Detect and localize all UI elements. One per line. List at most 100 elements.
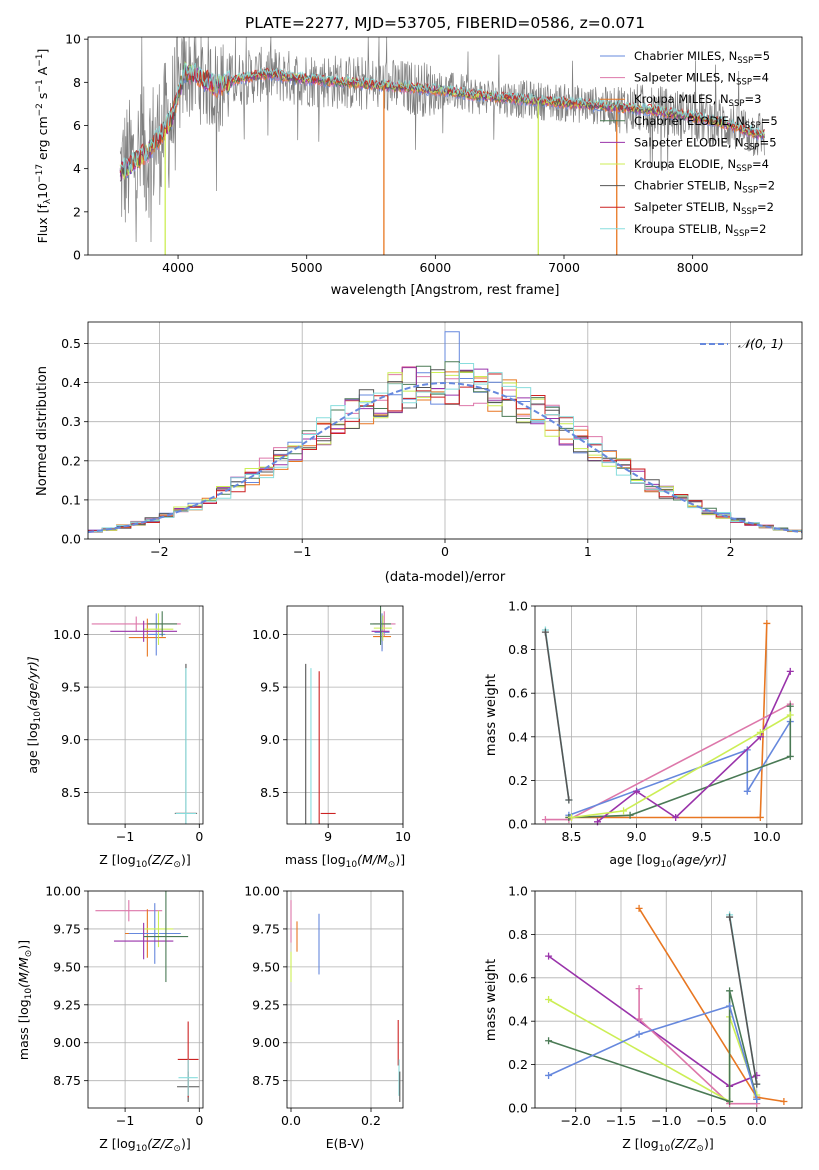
legend-label: Chabrier ELODIE, NSSP=5	[634, 114, 778, 131]
weight-marker	[780, 1097, 788, 1105]
weight-vs-metallicity-panel: −2.0 −1.5 −1.0 −0.5 0.0 0.0 0.2 0.4 0.6 0.8 1.0 Z …	[484, 884, 803, 1154]
weight-z-xlabel: Z [log10(Z/Z⊙)]	[622, 1136, 713, 1154]
y-tick-label: 10	[65, 32, 81, 47]
weight-marker	[635, 985, 643, 993]
salpeter-stelib-histogram	[88, 373, 802, 532]
y-tick-label: 8.5	[260, 785, 280, 800]
kroupa-elodie-weight-series	[567, 711, 794, 821]
spectrum-xlabel: wavelength [Angstrom, rest frame]	[331, 283, 560, 298]
kroupa-stelib-errorbar	[178, 1059, 198, 1096]
y-tick-label: 0.2	[508, 773, 528, 788]
kroupa-elodie-errorbar	[373, 615, 392, 641]
weight-marker	[786, 711, 794, 719]
y-tick-label: 10.00	[244, 884, 280, 899]
weight-marker	[786, 702, 794, 710]
chabrier-miles-weight-series	[545, 1002, 761, 1103]
legend-label: Kroupa MILES, NSSP=3	[634, 92, 761, 109]
x-tick-label: −2	[150, 544, 168, 559]
spectrum-ylabel: Flux [fλ10−17 erg cm−2 s−1 A−1]	[35, 49, 53, 244]
weight-line	[544, 632, 570, 801]
y-tick-label: 0.5	[61, 336, 81, 351]
weight-marker	[545, 996, 553, 1003]
x-tick-label: 0.0	[281, 1113, 301, 1128]
x-tick-label: −1.5	[606, 1113, 636, 1128]
x-tick-label: 0.0	[747, 1113, 767, 1128]
x-tick-label: 6000	[419, 260, 451, 275]
y-tick-label: 10.0	[53, 627, 81, 642]
legend-label: Kroupa STELIB, NSSP=2	[634, 222, 766, 239]
gauss-legend-label: 𝒩(0, 1)	[738, 336, 784, 351]
age-vs-metallicity-panel: −1 0 8.5 9.0 9.5 10.0 Z [log10(Z/Z⊙)] age [lo…	[25, 605, 204, 870]
histogram-legend: 𝒩(0, 1)	[700, 336, 784, 351]
weight-marker	[567, 813, 575, 821]
histogram-xlabel: (data-model)/error	[385, 570, 506, 585]
weight-marker	[545, 952, 553, 960]
x-tick-label: −1.0	[651, 1113, 681, 1128]
x-tick-label: 9.5	[692, 829, 712, 844]
kroupa-miles-errorbar	[128, 618, 166, 657]
x-tick-label: −1	[116, 829, 134, 844]
weight-marker	[786, 667, 794, 675]
kroupa-stelib-model-line	[119, 62, 765, 176]
y-tick-label: 6	[73, 118, 81, 133]
chabrier-miles-errorbar	[374, 613, 390, 652]
weight-marker	[635, 1015, 643, 1023]
weight-marker	[753, 1080, 761, 1088]
mass-z-ylabel: mass [log10(M/M⊙)]	[16, 940, 34, 1060]
y-tick-label: 8	[73, 75, 81, 90]
x-tick-label: 10	[395, 829, 411, 844]
weight-line	[638, 988, 757, 1105]
weight-marker	[541, 816, 549, 824]
legend-label: Salpeter STELIB, NSSP=2	[634, 200, 774, 217]
x-tick-label: 4000	[162, 260, 194, 275]
x-tick-label: 10.0	[753, 829, 781, 844]
x-tick-label: 0.2	[361, 1113, 381, 1128]
x-tick-label: 0	[195, 829, 203, 844]
weight-z-ylabel: mass weight	[484, 959, 499, 1041]
weight-marker	[726, 913, 734, 921]
y-tick-label: 0.0	[61, 532, 81, 547]
weight-age-xlabel: age [log10(age/yr)]	[609, 852, 726, 870]
age-vs-mass-panel: 9 10 8.5 9.0 9.5 10.0 mass [log10(M/M⊙)]	[252, 605, 411, 870]
weight-marker	[726, 1097, 734, 1105]
y-tick-label: 0.8	[508, 642, 528, 657]
mass-vs-metallicity-panel: −1 0 8.75 9.00 9.25 9.50 9.75 10.00 Z [log10(Z/…	[16, 884, 204, 1154]
x-tick-label: 8.5	[562, 829, 582, 844]
age-z-ylabel: age [log10(age/yr)]	[25, 656, 43, 773]
weight-marker	[763, 619, 771, 627]
x-tick-label: 8000	[677, 260, 709, 275]
weight-marker	[635, 904, 643, 912]
weight-marker	[635, 1030, 643, 1038]
weight-line	[548, 1004, 758, 1100]
weight-line	[568, 706, 792, 819]
y-tick-label: 9.5	[61, 680, 81, 695]
residual-histogram-panel: −2 −1 0 1 2 0.0 0.1 0.2 0.3 0.4 0.5 𝒩(0, 1) (data-…	[35, 321, 803, 585]
y-tick-label: 0.4	[61, 375, 81, 390]
y-tick-label: 9.50	[53, 959, 81, 974]
y-tick-label: 9.75	[53, 921, 81, 936]
y-tick-label: 0.4	[508, 729, 528, 744]
chabrier-elodie-errorbar	[370, 606, 392, 645]
y-tick-label: 0.0	[508, 1101, 528, 1116]
weight-marker	[756, 813, 764, 821]
legend-label: Chabrier MILES, NSSP=5	[634, 49, 770, 66]
x-tick-label: 5000	[291, 260, 323, 275]
weight-marker	[756, 728, 764, 736]
age-mass-xlabel: mass [log10(M/M⊙)]	[285, 852, 405, 870]
y-tick-label: 9.00	[53, 1035, 81, 1050]
chabrier-stelib-weight-series	[726, 913, 761, 1088]
weight-line	[571, 714, 791, 819]
y-tick-label: 0.8	[508, 927, 528, 942]
legend-label: Salpeter ELODIE, NSSP=5	[634, 135, 777, 152]
weight-marker	[753, 1071, 761, 1079]
kroupa-stelib-errorbar	[175, 668, 197, 824]
y-tick-label: 9.0	[260, 732, 280, 747]
y-tick-label: 0.4	[508, 1014, 528, 1029]
spectrum-title: PLATE=2277, MJD=53705, FIBERID=0586, z=0…	[245, 14, 645, 32]
spectrum-legend: Chabrier MILES, NSSP=5 Salpeter MILES, NS…	[600, 49, 778, 239]
weight-marker	[545, 1071, 553, 1079]
kroupa-stelib-histogram	[88, 363, 802, 533]
weight-line	[728, 916, 758, 1085]
chabrier-elodie-errorbar	[147, 611, 178, 637]
